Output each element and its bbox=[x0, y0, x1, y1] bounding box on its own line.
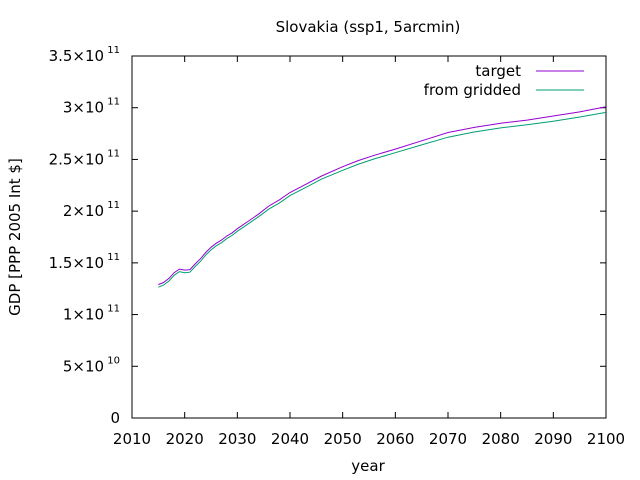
x-tick-label: 2020 bbox=[166, 430, 204, 448]
legend-label: target bbox=[475, 62, 521, 80]
series-lines bbox=[158, 106, 607, 288]
x-tick-label: 2030 bbox=[218, 430, 256, 448]
x-tick-label: 2090 bbox=[534, 430, 572, 448]
y-tick-exponent: 11 bbox=[104, 45, 120, 56]
y-tick-mantissa: 2×10 bbox=[63, 202, 104, 220]
y-tick-mantissa: 1×10 bbox=[63, 306, 104, 324]
x-tick-label: 2080 bbox=[482, 430, 520, 448]
y-tick-mantissa: 3.5×10 bbox=[49, 47, 105, 65]
y-tick-mantissa: 0 bbox=[110, 409, 120, 427]
y-tick-label: 1.5×10 11 bbox=[49, 252, 120, 272]
series-line-1 bbox=[158, 111, 607, 288]
y-tick-label: 3×10 11 bbox=[63, 97, 120, 117]
y-tick-label: 1×10 11 bbox=[63, 304, 120, 324]
x-tick-label: 2070 bbox=[429, 430, 467, 448]
y-tick-exponent: 11 bbox=[104, 97, 120, 108]
y-tick-label: 3.5×10 11 bbox=[49, 45, 120, 65]
y-tick-label: 0 bbox=[110, 409, 120, 427]
x-tick-label: 2050 bbox=[324, 430, 362, 448]
y-tick-exponent: 10 bbox=[104, 355, 120, 366]
legend-label: from gridded bbox=[424, 81, 521, 99]
y-tick-mantissa: 2.5×10 bbox=[49, 150, 105, 168]
x-tick-label: 2010 bbox=[113, 430, 151, 448]
y-axis-label: GDP [PPP 2005 Int $] bbox=[6, 158, 24, 316]
y-tick-label: 5×10 10 bbox=[63, 355, 120, 375]
x-tick-label: 2060 bbox=[376, 430, 414, 448]
series-line-0 bbox=[158, 106, 607, 286]
y-tick-label: 2.5×10 11 bbox=[49, 148, 120, 168]
x-tick-label: 2100 bbox=[587, 430, 625, 448]
chart-title: Slovakia (ssp1, 5arcmin) bbox=[276, 18, 461, 36]
y-tick-exponent: 11 bbox=[104, 200, 120, 211]
y-tick-label: 2×10 11 bbox=[63, 200, 120, 220]
x-tick-label: 2040 bbox=[271, 430, 309, 448]
plot-area-border bbox=[131, 55, 607, 419]
y-tick-mantissa: 1.5×10 bbox=[49, 254, 105, 272]
x-axis-label: year bbox=[351, 457, 385, 475]
axis-ticks: 2010 2020 2030 2040 2050 2060 2070 2080 2090 2100… bbox=[49, 45, 626, 448]
y-tick-mantissa: 5×10 bbox=[63, 357, 104, 375]
y-tick-exponent: 11 bbox=[104, 252, 120, 263]
y-tick-exponent: 11 bbox=[104, 304, 120, 315]
y-tick-exponent: 11 bbox=[104, 148, 120, 159]
y-tick-mantissa: 3×10 bbox=[63, 99, 104, 117]
